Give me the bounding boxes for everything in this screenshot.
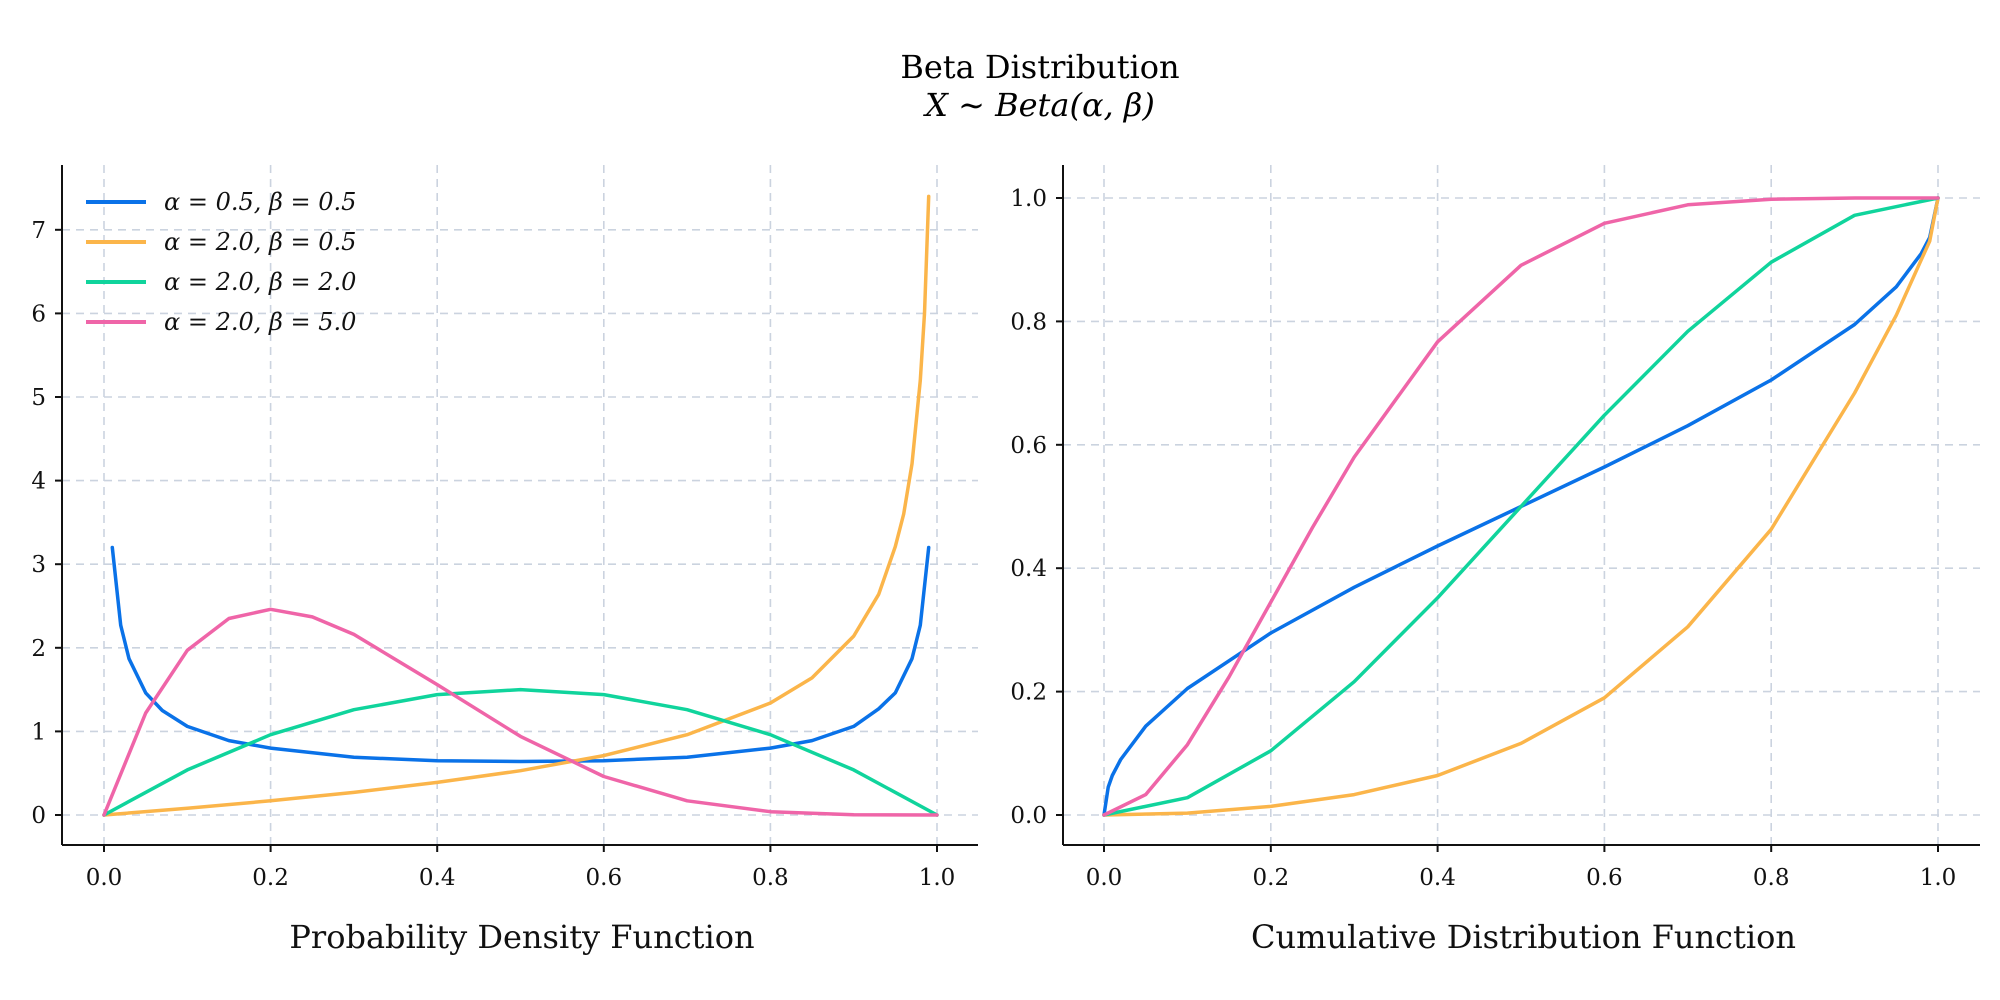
pdf-series-line-3 bbox=[102, 607, 939, 817]
pdf-y-tick-label-4: 4 bbox=[31, 469, 46, 495]
pdf-x-tick-label-0: 0.0 bbox=[86, 865, 123, 891]
pdf-y-tick-label-7: 7 bbox=[31, 218, 46, 244]
pdf-y-tick-label-3: 3 bbox=[31, 552, 46, 578]
cdf-x-tick-label-2: 0.4 bbox=[1419, 865, 1456, 891]
cdf-y-tick-label-2: 0.4 bbox=[1010, 556, 1047, 582]
cdf-x-tick-label-5: 1.0 bbox=[1920, 865, 1957, 891]
cdf-chart: 0.0 0.2 0.4 0.6 0.8 1.0 0.0 0.2 0.4 0.6 0.8 1.0 Cumu… bbox=[1010, 165, 1980, 956]
pdf-y-tick-label-0: 0 bbox=[31, 803, 46, 829]
legend-label-0: α = 0.5, β = 0.5 bbox=[164, 188, 356, 216]
pdf-series-line-2 bbox=[102, 687, 939, 817]
legend-label-1: α = 2.0, β = 0.5 bbox=[164, 228, 356, 256]
legend-label-3: α = 2.0, β = 5.0 bbox=[164, 308, 356, 336]
cdf-y-tick-label-5: 1.0 bbox=[1010, 186, 1047, 212]
pdf-chart: 0.0 0.2 0.4 0.6 0.8 1.0 0 1 2 3 4 5 6 7 Probability De… bbox=[31, 165, 978, 956]
pdf-x-tick-label-2: 0.4 bbox=[419, 865, 456, 891]
pdf-y-tick-label-6: 6 bbox=[31, 301, 46, 327]
cdf-y-tick-label-1: 0.2 bbox=[1010, 680, 1047, 706]
legend-label-2: α = 2.0, β = 2.0 bbox=[164, 268, 356, 296]
figure-subtitle: X ∼ Beta(α, β) bbox=[922, 86, 1155, 124]
cdf-y-tick-label-4: 0.8 bbox=[1010, 309, 1047, 335]
pdf-series-line-1 bbox=[102, 194, 931, 817]
cdf-series-line-2 bbox=[1102, 196, 1940, 817]
pdf-x-axis-label: Probability Density Function bbox=[289, 918, 754, 956]
cdf-x-axis-label: Cumulative Distribution Function bbox=[1251, 918, 1796, 956]
cdf-x-tick-label-1: 0.2 bbox=[1253, 865, 1290, 891]
cdf-x-tick-label-3: 0.6 bbox=[1586, 865, 1623, 891]
legend: α = 0.5, β = 0.5 α = 2.0, β = 0.5 α = 2.0,… bbox=[86, 188, 356, 336]
pdf-y-tick-label-1: 1 bbox=[31, 719, 46, 745]
cdf-series-line-1 bbox=[1102, 196, 1940, 817]
pdf-x-tick-label-4: 0.8 bbox=[752, 865, 789, 891]
pdf-x-tick-label-3: 0.6 bbox=[586, 865, 623, 891]
figure-title: Beta Distribution bbox=[900, 48, 1179, 86]
pdf-y-tick-label-2: 2 bbox=[31, 636, 46, 662]
pdf-x-tick-label-5: 1.0 bbox=[919, 865, 956, 891]
pdf-series-line-0 bbox=[110, 545, 931, 764]
cdf-series-line-3 bbox=[1102, 196, 1940, 817]
cdf-y-tick-label-0: 0.0 bbox=[1010, 803, 1047, 829]
cdf-x-tick-label-0: 0.0 bbox=[1086, 865, 1123, 891]
pdf-x-tick-label-1: 0.2 bbox=[252, 865, 289, 891]
pdf-y-tick-label-5: 5 bbox=[31, 385, 46, 411]
cdf-series-line-0 bbox=[1102, 196, 1940, 817]
cdf-x-tick-label-4: 0.8 bbox=[1753, 865, 1790, 891]
cdf-y-tick-label-3: 0.6 bbox=[1010, 433, 1047, 459]
